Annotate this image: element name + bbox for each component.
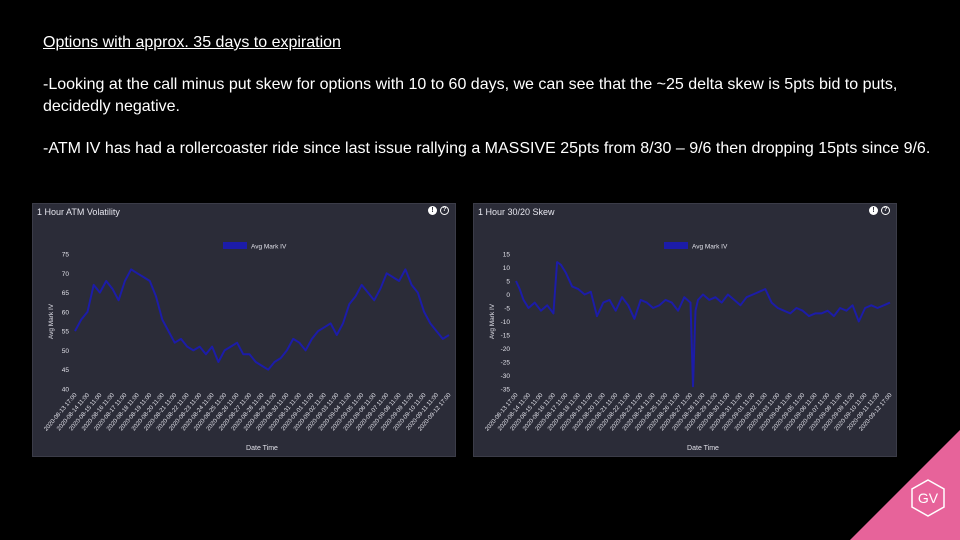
y-tick-label: 10 — [503, 265, 511, 272]
y-tick-label: -35 — [501, 387, 511, 394]
y-tick-label: 50 — [62, 348, 70, 355]
skew-panel: 1 Hour 30/20 Skew ! ? Avg Mark IV -35 -30 -… — [473, 203, 897, 457]
y-tick-label: 15 — [503, 252, 511, 259]
y-tick-label: 60 — [62, 309, 70, 316]
series-line[interactable] — [74, 268, 450, 371]
y-tick-label: 40 — [62, 387, 70, 394]
y-tick-label: 55 — [62, 329, 70, 336]
series-line[interactable] — [515, 261, 891, 388]
y-tick-label: 5 — [506, 279, 510, 286]
gv-logo: GV — [850, 430, 960, 540]
logo-text: GV — [918, 490, 939, 506]
y-axis-label: Avg Mark IV — [489, 303, 496, 339]
y-tick-label: 0 — [506, 292, 510, 299]
atm-volatility-title: 1 Hour ATM Volatility — [37, 207, 120, 217]
info-icon[interactable]: ! — [428, 206, 437, 215]
skew-panel-icons: ! ? — [869, 206, 890, 215]
y-tick-label: -5 — [504, 306, 510, 313]
y-tick-label: -20 — [501, 346, 511, 353]
legend-label: Avg Mark IV — [251, 244, 287, 251]
logo-triangle — [850, 430, 960, 540]
legend-swatch — [223, 242, 247, 249]
y-tick-label: -25 — [501, 360, 511, 367]
skew-title: 1 Hour 30/20 Skew — [478, 207, 555, 217]
y-tick-label: -10 — [501, 319, 511, 326]
bullet-atm-iv: -ATM IV has had a rollercoaster ride sin… — [43, 140, 931, 157]
logo-hexagon — [911, 479, 945, 517]
help-icon[interactable]: ? — [881, 206, 890, 215]
x-axis-label: Date Time — [246, 445, 278, 452]
info-icon[interactable]: ! — [869, 206, 878, 215]
x-axis-label: Date Time — [687, 445, 719, 452]
y-tick-label: -30 — [501, 373, 511, 380]
skew-chart: Avg Mark IV -35 -30 -25 -20 -15 -10 -5 0 5 10 15 Avg… — [484, 242, 894, 452]
help-icon[interactable]: ? — [440, 206, 449, 215]
y-tick-label: 65 — [62, 290, 70, 297]
atm-volatility-panel: 1 Hour ATM Volatility ! ? Avg Mark IV 40 4… — [32, 203, 456, 457]
y-tick-label: 70 — [62, 271, 70, 278]
atm-panel-icons: ! ? — [428, 206, 449, 215]
y-tick-label: 45 — [62, 367, 70, 374]
slide-text: Options with approx. 35 days to expirati… — [43, 32, 933, 180]
y-tick-label: -15 — [501, 333, 511, 340]
bullet-skew: -Looking at the call minus put skew for … — [43, 76, 898, 115]
legend-swatch — [664, 242, 688, 249]
legend-label: Avg Mark IV — [692, 244, 728, 251]
slide-title: Options with approx. 35 days to expirati… — [43, 34, 341, 51]
y-axis-label: Avg Mark IV — [48, 303, 55, 339]
y-tick-label: 75 — [62, 252, 70, 259]
legend[interactable]: Avg Mark IV — [223, 242, 287, 251]
legend[interactable]: Avg Mark IV — [664, 242, 728, 251]
